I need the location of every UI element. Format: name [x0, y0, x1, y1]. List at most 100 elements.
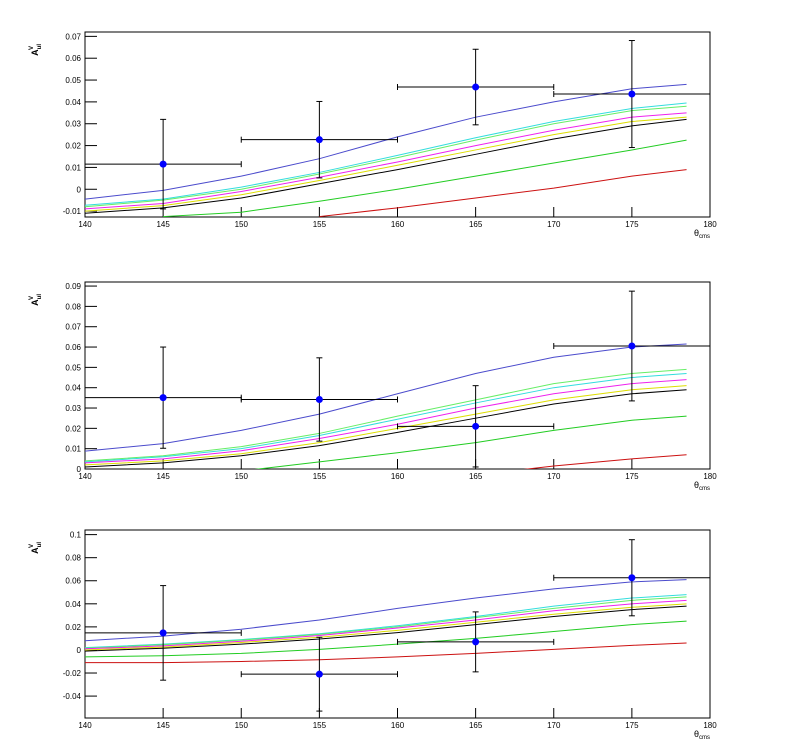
y-tick-label: 0	[77, 465, 82, 474]
y-tick-label: 0.02	[65, 142, 81, 151]
y-tick-label: 0.02	[65, 424, 81, 433]
model-curve	[85, 603, 687, 651]
y-tick-label: 0.08	[65, 302, 81, 311]
y-tick-label: 0.06	[65, 54, 81, 63]
x-tick-label: 155	[313, 472, 327, 481]
x-tick-label: 145	[156, 220, 170, 229]
model-curve	[319, 169, 687, 217]
model-curve	[85, 372, 687, 463]
plot-area	[85, 539, 710, 712]
y-axis-title-base: A	[30, 547, 40, 554]
x-tick-label: 165	[469, 721, 483, 730]
data-point	[159, 629, 167, 637]
model-curve	[85, 118, 687, 214]
y-tick-label: 0.07	[65, 32, 81, 41]
y-tick-label: 0.1	[70, 531, 82, 540]
y-tick-label: -0.01	[63, 207, 82, 216]
model-curve	[85, 102, 687, 206]
x-tick-label: 180	[703, 721, 717, 730]
y-tick-label: 0.01	[65, 163, 81, 172]
x-tick-label: 160	[391, 472, 405, 481]
y-axis-title: AulV	[29, 44, 43, 56]
x-tick-label: 160	[391, 721, 405, 730]
y-tick-label: 0.04	[65, 98, 81, 107]
plot-area	[85, 290, 710, 469]
y-axis-title: AulV	[29, 542, 43, 554]
model-curve	[85, 605, 687, 652]
model-curve	[254, 415, 687, 469]
data-point	[315, 395, 323, 403]
frame	[84, 529, 711, 719]
y-axis-title-sub: ul	[37, 294, 43, 300]
y-tick-label: 0.03	[65, 404, 81, 413]
y-tick-label: -0.04	[63, 692, 82, 701]
x-axis-title-sub: cms	[699, 486, 710, 492]
model-curve	[85, 116, 687, 212]
y-tick-label: 0	[77, 646, 82, 655]
x-tick-label: 175	[625, 472, 639, 481]
y-tick-label: 0.01	[65, 445, 81, 454]
x-axis-title-base: θ	[694, 228, 699, 238]
y-axis-title-sub: ul	[37, 542, 43, 548]
y-tick-label: 0.04	[65, 384, 81, 393]
data-point	[628, 90, 636, 98]
data-point	[159, 394, 167, 402]
model-curve	[85, 343, 687, 452]
data-point	[159, 160, 167, 168]
y-tick-label: 0.06	[65, 577, 81, 586]
x-tick-label: 180	[703, 472, 717, 481]
model-curve	[85, 579, 687, 642]
x-tick-label: 165	[469, 220, 483, 229]
y-tick-label: 0.02	[65, 623, 81, 632]
x-axis-title: θcms	[694, 228, 710, 240]
model-curve	[523, 454, 687, 469]
model-curve	[85, 368, 687, 462]
y-tick-label: 0.06	[65, 343, 81, 352]
y-tick-label: 0.08	[65, 554, 81, 563]
data-point	[472, 422, 480, 430]
model-curve	[85, 599, 687, 650]
y-axis-title-sup: V	[29, 544, 35, 548]
panel: 0 0.01 0.02 0.03 0.04 0.05 0.06 0.07 0.08 0.09 140…	[29, 281, 717, 492]
x-tick-label: 140	[78, 721, 92, 730]
x-tick-label: 170	[547, 721, 561, 730]
model-curve	[85, 596, 687, 649]
model-curve	[85, 112, 687, 210]
x-tick-label: 170	[547, 472, 561, 481]
x-axis-title-sub: cms	[699, 234, 710, 240]
y-axis-title-base: A	[30, 49, 40, 56]
x-axis-title: θcms	[694, 729, 710, 741]
y-tick-label: -0.02	[63, 669, 82, 678]
y-tick-label: 0.04	[65, 600, 81, 609]
model-curve	[85, 389, 687, 468]
x-tick-label: 160	[391, 220, 405, 229]
y-axis-title: AulV	[29, 294, 43, 306]
x-tick-label: 155	[313, 220, 327, 229]
data-point	[472, 638, 480, 646]
x-tick-label: 145	[156, 721, 170, 730]
x-axis-title-sub: cms	[699, 735, 710, 741]
y-axis-title-sup: V	[29, 46, 35, 50]
data-point	[472, 83, 480, 91]
x-axis-title: θcms	[694, 480, 710, 492]
data-point	[315, 670, 323, 678]
x-tick-label: 165	[469, 472, 483, 481]
panel: -0.04 -0.02 0 0.02 0.04 0.06 0.08 0.1 140 145 150 1…	[29, 529, 717, 741]
data-point	[628, 342, 636, 350]
model-curve	[163, 139, 687, 217]
x-tick-label: 170	[547, 220, 561, 229]
y-tick-label: 0.09	[65, 282, 81, 291]
data-point	[628, 574, 636, 582]
model-curve	[85, 594, 687, 649]
y-tick-label: 0.07	[65, 323, 81, 332]
panel: -0.01 0 0.01 0.02 0.03 0.04 0.05 0.06 0.07 140 145…	[29, 31, 717, 240]
x-tick-label: 175	[625, 220, 639, 229]
y-tick-label: 0	[77, 185, 82, 194]
x-tick-label: 155	[313, 721, 327, 730]
x-tick-label: 150	[235, 721, 249, 730]
data-point	[315, 136, 323, 144]
y-tick-label: 0.03	[65, 120, 81, 129]
plot-area	[85, 40, 710, 217]
x-tick-label: 140	[78, 472, 92, 481]
